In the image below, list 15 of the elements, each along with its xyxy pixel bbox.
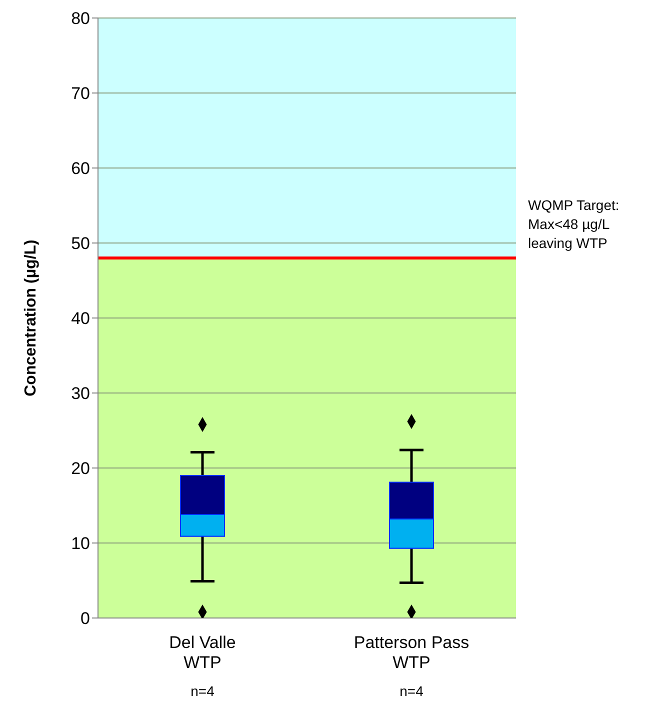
y-tick-label: 80 bbox=[71, 9, 90, 28]
y-tick-label: 0 bbox=[80, 609, 90, 628]
x-tick-label: Del Valle WTP bbox=[169, 633, 236, 672]
y-tick-label: 20 bbox=[71, 459, 90, 478]
x-tick-label: Patterson Pass WTP bbox=[354, 633, 470, 672]
text: n=4 bbox=[190, 683, 215, 699]
y-tick-label: 50 bbox=[71, 234, 90, 254]
y-tick-label: 60 bbox=[71, 159, 90, 178]
ref-line-label: WQMP Target: Max<48 µg/L leaving WTP bbox=[528, 196, 620, 253]
y-axis-title: Concentration (µg/L) bbox=[22, 240, 40, 396]
y-tick-label: 40 bbox=[71, 309, 90, 328]
text: n=4 bbox=[400, 683, 424, 699]
y-tick-label: 10 bbox=[71, 534, 90, 554]
y-tick-label: 70 bbox=[71, 84, 90, 104]
y-tick-label: 30 bbox=[71, 384, 90, 404]
